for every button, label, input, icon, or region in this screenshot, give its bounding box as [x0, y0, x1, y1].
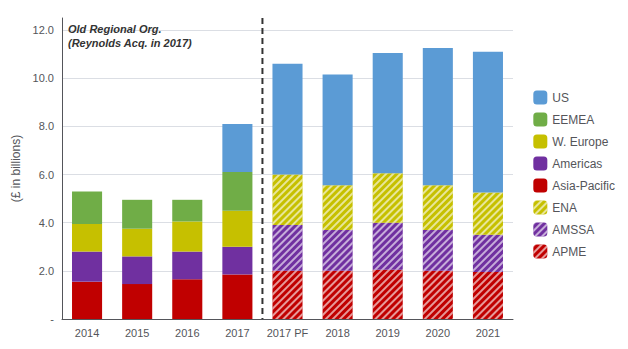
- svg-text:APME: APME: [552, 245, 586, 259]
- svg-text:W. Europe: W. Europe: [552, 135, 608, 149]
- svg-text:2017 PF: 2017 PF: [267, 327, 309, 339]
- svg-text:2018: 2018: [325, 327, 349, 339]
- svg-text:12.0: 12.0: [33, 24, 54, 36]
- svg-text:4.0: 4.0: [39, 217, 54, 229]
- svg-text:Asia-Pacific: Asia-Pacific: [552, 179, 615, 193]
- svg-text:US: US: [552, 91, 569, 105]
- svg-text:(Reynolds Acq. in 2017): (Reynolds Acq. in 2017): [68, 37, 192, 49]
- svg-text:2021: 2021: [476, 327, 500, 339]
- svg-text:8.0: 8.0: [39, 120, 54, 132]
- svg-text:10.0: 10.0: [33, 72, 54, 84]
- svg-text:ENA: ENA: [552, 201, 577, 215]
- svg-text:2.0: 2.0: [39, 265, 54, 277]
- svg-text:2017: 2017: [225, 327, 249, 339]
- svg-text:(£ in billions): (£ in billions): [9, 135, 23, 202]
- svg-text:EEMEA: EEMEA: [552, 113, 594, 127]
- svg-text:AMSSA: AMSSA: [552, 223, 594, 237]
- svg-text:Americas: Americas: [552, 157, 602, 171]
- svg-text:-: -: [50, 313, 54, 325]
- svg-text:2019: 2019: [375, 327, 399, 339]
- svg-text:6.0: 6.0: [39, 169, 54, 181]
- svg-text:2020: 2020: [426, 327, 450, 339]
- svg-text:2016: 2016: [175, 327, 199, 339]
- svg-text:2014: 2014: [75, 327, 99, 339]
- svg-text:2015: 2015: [125, 327, 149, 339]
- svg-text:Old Regional Org.: Old Regional Org.: [68, 23, 162, 35]
